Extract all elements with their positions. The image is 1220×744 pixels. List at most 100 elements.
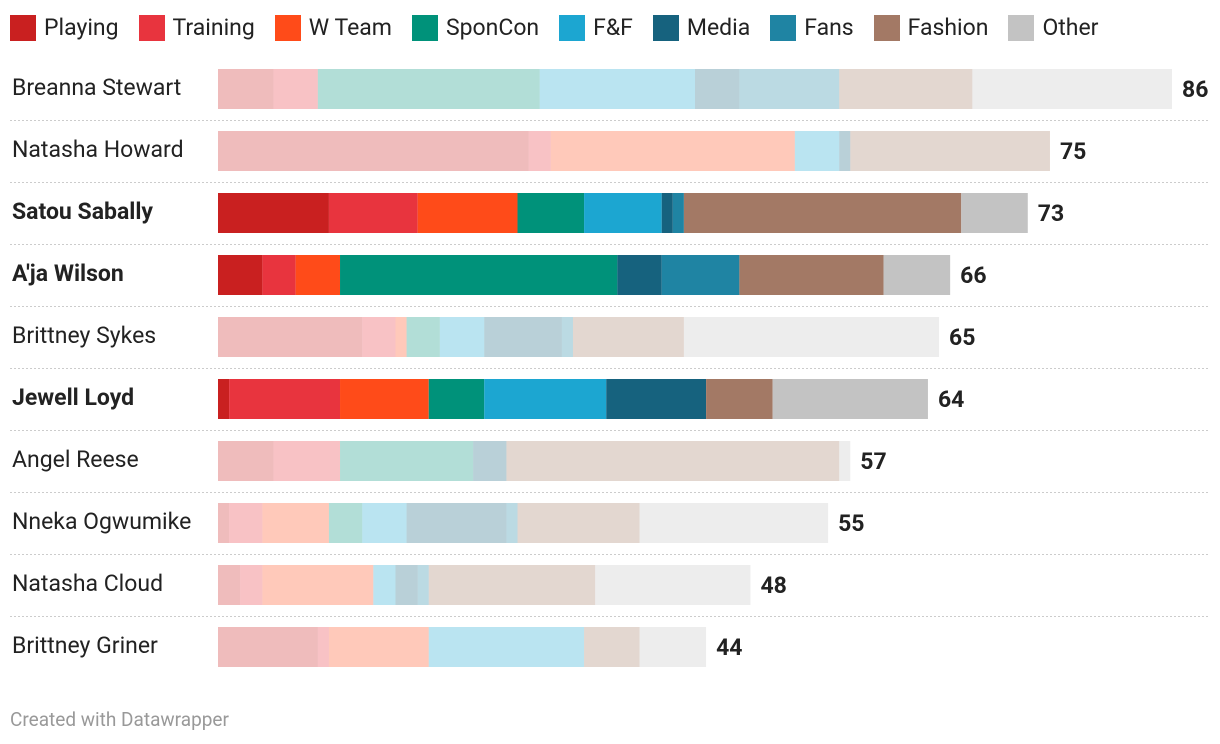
bar-segment xyxy=(794,131,840,171)
bar-segment xyxy=(218,441,274,481)
bar-segment xyxy=(218,255,263,295)
legend-swatch xyxy=(559,14,586,41)
total-label: 66 xyxy=(960,262,986,289)
bar-segment xyxy=(262,565,374,605)
total-label: 73 xyxy=(1038,200,1064,227)
bar-segment xyxy=(961,193,1028,233)
legend-label: Playing xyxy=(44,14,119,41)
bar-segment xyxy=(550,131,795,171)
bar-segment xyxy=(539,69,695,109)
legend-label: Other xyxy=(1042,14,1099,41)
bar-segment xyxy=(395,565,418,605)
legend-item: W Team xyxy=(274,14,392,41)
bar-segment xyxy=(328,627,429,667)
bar-segment xyxy=(695,69,740,109)
legend-label: F&F xyxy=(593,14,633,41)
row-label: Breanna Stewart xyxy=(12,74,181,101)
bar-segment xyxy=(739,255,884,295)
total-label: 75 xyxy=(1060,138,1086,165)
total-label: 48 xyxy=(760,572,786,599)
legend-item: Media xyxy=(652,14,751,41)
row-label: Satou Sabally xyxy=(12,198,153,225)
bar-segment xyxy=(262,503,329,543)
legend-label: Media xyxy=(686,14,751,41)
legend-swatch xyxy=(652,14,679,41)
bar-segment xyxy=(772,379,928,419)
legend-label: W Team xyxy=(308,14,392,41)
legend-item: SponCon xyxy=(411,14,540,41)
bar-segment xyxy=(506,441,840,481)
bar-segment xyxy=(683,317,940,357)
legend-item: Other xyxy=(1008,14,1098,41)
bar-segment xyxy=(218,503,230,543)
legend-label: Fashion xyxy=(907,14,989,41)
bar-segment xyxy=(218,69,274,109)
bar-segment xyxy=(262,255,296,295)
bar-segment xyxy=(273,441,341,481)
bar-segment xyxy=(362,503,407,543)
bar-segment xyxy=(972,69,1172,109)
bar-segment xyxy=(218,379,230,419)
row-label: A'ja Wilson xyxy=(12,260,124,287)
bar-segment xyxy=(328,503,363,543)
legend-swatch xyxy=(873,14,900,41)
row-label: Jewell Loyd xyxy=(12,384,134,411)
legend-item: Training xyxy=(138,14,255,41)
bar-segment xyxy=(639,627,707,667)
legend-item: F&F xyxy=(559,14,633,41)
row-label: Nneka Ogwumike xyxy=(12,508,191,535)
bar-segment xyxy=(229,379,341,419)
bar-segment xyxy=(317,69,540,109)
bar-segment xyxy=(218,193,329,233)
bar-segment xyxy=(683,193,962,233)
bar-segment xyxy=(850,131,1050,171)
legend-swatch xyxy=(770,14,797,41)
legend-item: Playing xyxy=(10,14,119,41)
bar-segment xyxy=(584,627,640,667)
bar-segment xyxy=(617,255,662,295)
row-label: Brittney Griner xyxy=(12,632,158,659)
bar-segment xyxy=(439,317,485,357)
footer: Created with Datawrapper xyxy=(10,708,229,731)
legend-item: Fans xyxy=(770,14,854,41)
bar-segment xyxy=(661,255,740,295)
total-label: 64 xyxy=(938,386,964,413)
bar-segment xyxy=(428,627,585,667)
bar-segment xyxy=(484,317,562,357)
legend-swatch xyxy=(411,14,438,41)
legend-item: Fashion xyxy=(873,14,989,41)
total-label: 65 xyxy=(949,324,975,351)
bar-segment xyxy=(506,503,518,543)
bar-segment xyxy=(417,565,429,605)
legend-label: Training xyxy=(172,14,255,41)
bar-segment xyxy=(473,441,507,481)
total-label: 55 xyxy=(838,510,864,537)
bar-segment xyxy=(395,317,407,357)
row-label: Natasha Howard xyxy=(12,136,184,163)
bar-segment xyxy=(340,441,474,481)
bar-segment xyxy=(373,565,396,605)
bar-segment xyxy=(417,193,518,233)
bar-segment xyxy=(706,379,773,419)
bar-segment xyxy=(584,193,662,233)
bar-segment xyxy=(362,317,396,357)
legend-label: Fans xyxy=(804,14,854,41)
legend-label: SponCon xyxy=(445,14,540,41)
row-label: Brittney Sykes xyxy=(12,322,156,349)
bar-segment xyxy=(528,131,551,171)
bar-segment xyxy=(340,255,618,295)
bar-segment xyxy=(273,69,318,109)
total-label: 44 xyxy=(716,634,742,661)
bar-segment xyxy=(883,255,951,295)
bar-segment xyxy=(229,503,263,543)
bar-segment xyxy=(606,379,707,419)
bar-segment xyxy=(572,317,684,357)
bar-segment xyxy=(218,131,529,171)
bar-segment xyxy=(739,69,840,109)
bar-segment xyxy=(561,317,573,357)
bar-segment xyxy=(317,627,329,667)
bar-segment xyxy=(517,503,640,543)
bar-segment xyxy=(839,441,851,481)
bar-segment xyxy=(639,503,829,543)
